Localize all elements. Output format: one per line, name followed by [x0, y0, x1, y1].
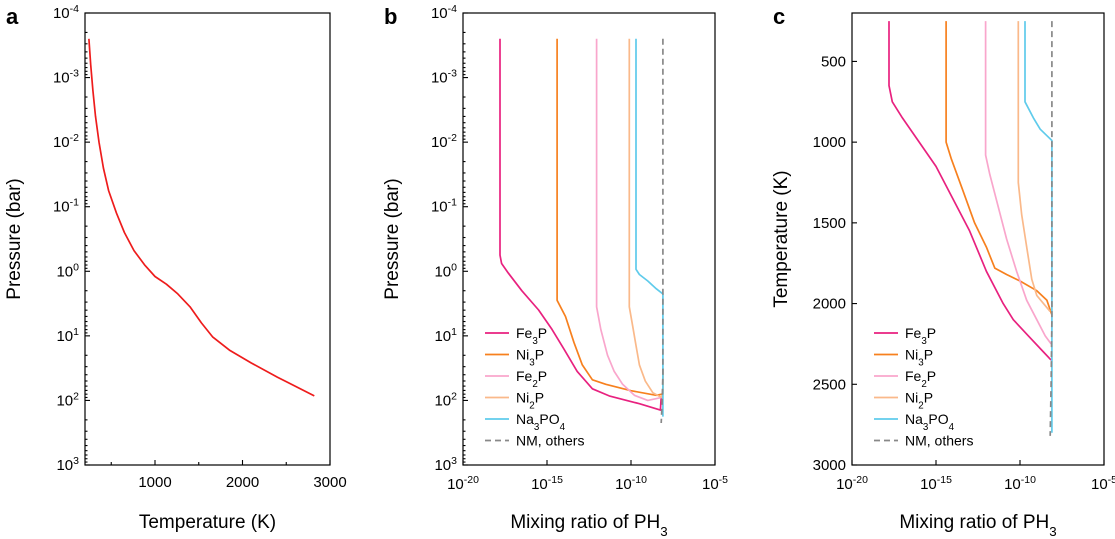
x-tick-label: 10-5	[702, 474, 728, 493]
series-line-ni3p	[945, 21, 1053, 316]
y-tick-label: 10-1	[53, 197, 79, 216]
x-tick-label: 10-15	[531, 474, 563, 493]
legend-label: Ni2P	[905, 390, 933, 412]
series-line-ni2p	[628, 38, 664, 399]
y-tick-label: 3000	[813, 457, 846, 474]
x-tick-label: 10-5	[1091, 474, 1115, 493]
y-tick-label: 500	[821, 53, 846, 70]
y-tick-label: 10-2	[53, 132, 79, 151]
plot-frame	[462, 12, 716, 466]
y-tick-label: 2500	[813, 376, 846, 393]
x-tick-label: 1000	[138, 474, 171, 491]
y-tick-label: 103	[56, 455, 79, 474]
x-tick-label: 10-20	[447, 474, 479, 493]
y-tick-label: 2000	[813, 296, 846, 313]
y-tick-label: 1500	[813, 215, 846, 232]
x-tick-label: 3000	[313, 474, 346, 491]
series-line-fe2p	[595, 38, 664, 402]
legend-label: Ni2P	[516, 390, 544, 412]
panel-a: 10-4 10-3 10-2 10-1 100 101 102 103 1000 2000 3000…	[4, 3, 347, 533]
panel-letter: b	[384, 4, 397, 29]
series-line-t-p-profile	[88, 38, 315, 397]
series-line-na3po4	[1024, 21, 1053, 433]
y-axis-title: Temperature (K)	[771, 170, 792, 307]
y-tick-label: 10-3	[431, 68, 457, 87]
y-tick-label: 10-4	[53, 3, 79, 22]
legend-label: Ni3P	[905, 347, 933, 369]
legend-label: Na3PO4	[516, 411, 566, 433]
x-axis-title: Mixing ratio of PH3	[510, 512, 667, 539]
legend-label: NM, others	[905, 433, 973, 449]
plot-frame	[84, 12, 331, 466]
series-group	[88, 38, 315, 397]
series-line-fe2p	[984, 21, 1052, 345]
y-tick-label: 10-3	[53, 68, 79, 87]
legend-label: NM, others	[516, 433, 584, 449]
x-tick-label: 10-10	[1004, 474, 1036, 493]
y-tick-label: 102	[434, 390, 457, 409]
series-group	[888, 21, 1053, 436]
y-tick-label: 10-4	[431, 3, 457, 22]
y-tick-label: 100	[56, 261, 79, 280]
series-group	[499, 38, 664, 424]
x-tick-label: 10-15	[920, 474, 952, 493]
legend-label: Fe2P	[905, 368, 936, 390]
legend-label: Fe2P	[516, 368, 547, 390]
y-axis-title: Pressure (bar)	[382, 178, 403, 299]
series-line-ni3p	[556, 38, 664, 397]
plot-frame	[851, 12, 1105, 466]
legend-label: Na3PO4	[905, 411, 955, 433]
x-axis-title: Mixing ratio of PH3	[899, 512, 1056, 539]
y-tick-label: 100	[434, 261, 457, 280]
y-tick-label: 103	[434, 455, 457, 474]
y-tick-label: 1000	[813, 134, 846, 151]
x-axis-title: Temperature (K)	[139, 512, 276, 533]
legend-label: Ni3P	[516, 347, 544, 369]
y-tick-label: 101	[56, 326, 79, 345]
legend-label: Fe3P	[516, 325, 547, 347]
y-axis-title: Pressure (bar)	[4, 178, 25, 299]
x-tick-label: 2000	[226, 474, 259, 491]
y-tick-label: 101	[434, 326, 457, 345]
panel-letter: a	[6, 4, 19, 29]
y-tick-label: 10-2	[431, 132, 457, 151]
series-line-nm-others	[1049, 21, 1053, 436]
series-line-na3po4	[635, 38, 664, 417]
series-line-fe3p	[888, 21, 1052, 361]
x-tick-label: 10-20	[836, 474, 868, 493]
series-line-fe3p	[499, 38, 663, 411]
series-line-ni2p	[1017, 21, 1051, 313]
y-tick-label: 10-1	[431, 197, 457, 216]
y-tick-label: 102	[56, 390, 79, 409]
series-line-nm-others	[660, 38, 664, 424]
panel-letter: c	[773, 4, 785, 29]
legend-label: Fe3P	[905, 325, 936, 347]
x-tick-label: 10-10	[615, 474, 647, 493]
